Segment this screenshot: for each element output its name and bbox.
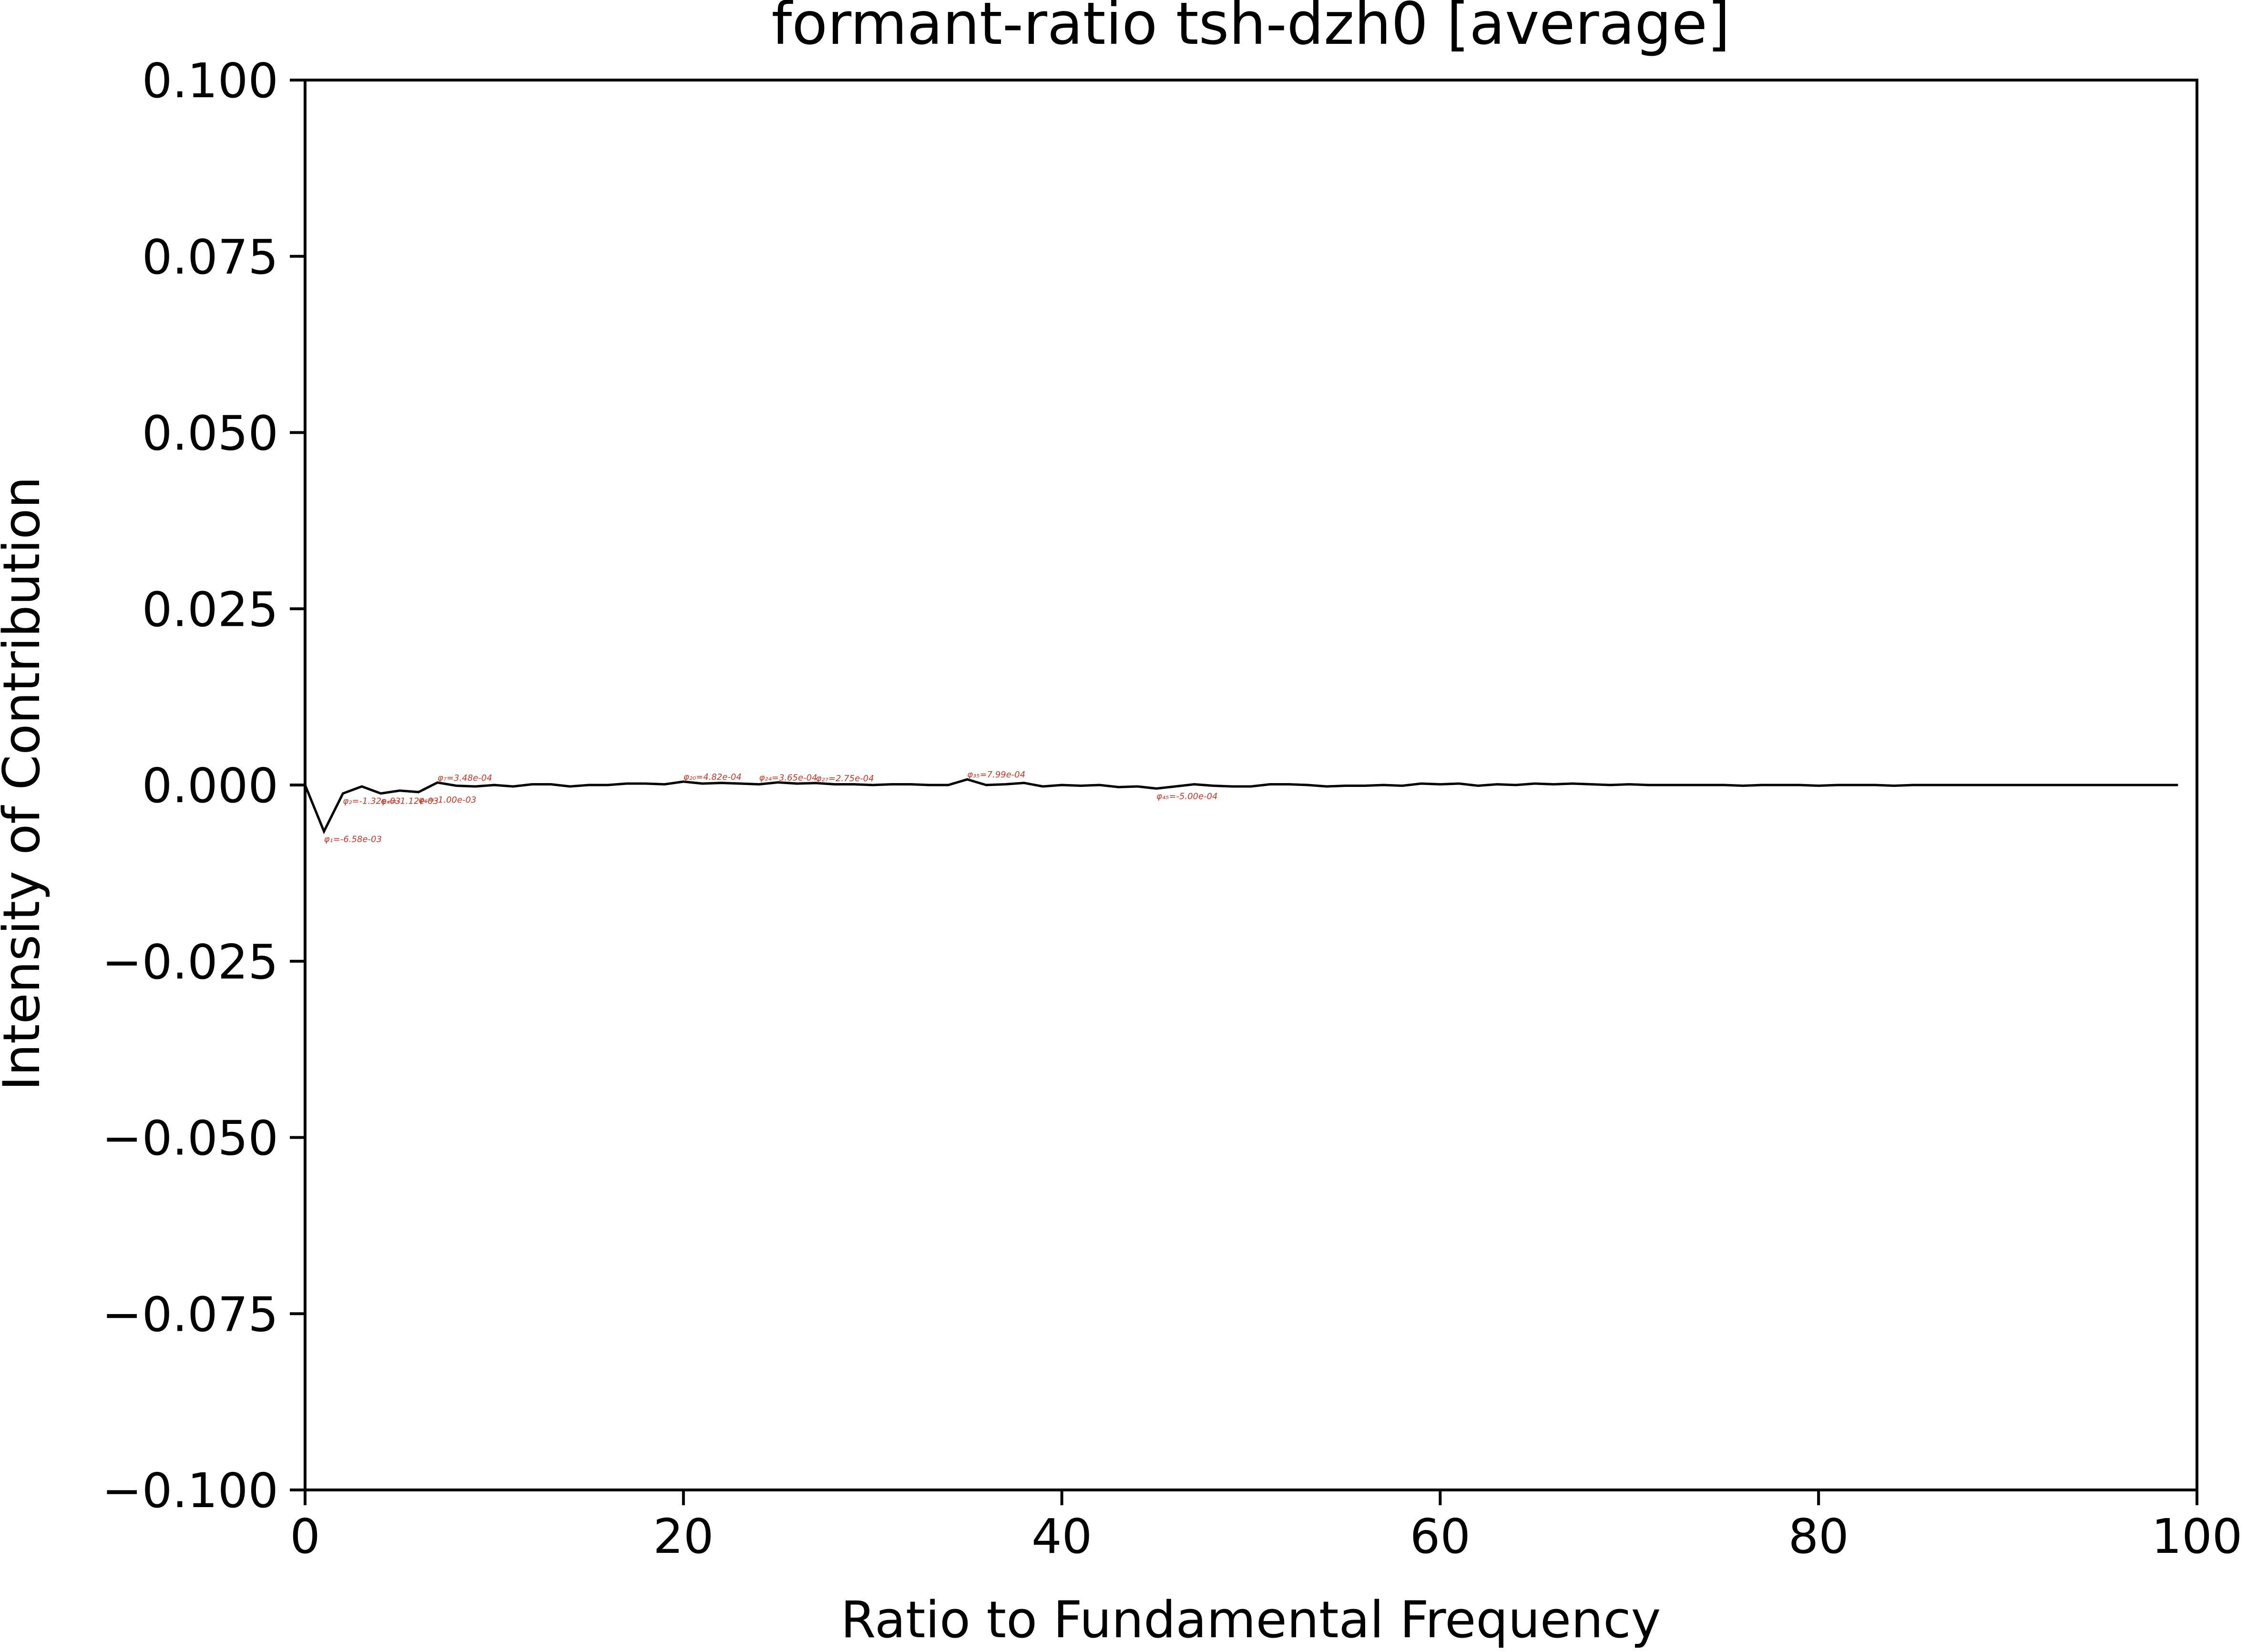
data-annotation: φ₂₀=4.82e-04 — [684, 772, 742, 782]
x-tick-label: 0 — [290, 1509, 320, 1564]
y-tick-label: 0.025 — [142, 581, 278, 637]
y-tick-label: 0.075 — [142, 229, 278, 285]
x-tick-label: 80 — [1788, 1509, 1849, 1564]
y-tick-label: −0.100 — [102, 1463, 278, 1519]
data-annotation: φ₄₅=-5.00e-04 — [1156, 791, 1217, 801]
data-annotation: φ₂₄=3.65e-04 — [759, 773, 817, 783]
data-annotation: φ₃₅=7.99e-04 — [967, 770, 1025, 780]
series-line — [304, 778, 2178, 835]
chart-title: formant-ratio tsh-dzh0 [average] — [771, 0, 1730, 58]
plot-frame — [304, 79, 2198, 1491]
y-axis-label: Intensity of Contribution — [0, 476, 51, 1091]
y-tick-label: 0.100 — [142, 53, 278, 109]
y-axis-ticks: 0.100 0.075 0.050 0.025 0.000 −0.025 −0.050 −0.… — [102, 53, 305, 1519]
y-tick-label: 0.050 — [142, 406, 278, 461]
y-tick-label: −0.075 — [102, 1286, 278, 1342]
x-axis-label: Ratio to Fundamental Frequency — [841, 1591, 1661, 1649]
annotations: φ₁=-6.58e-03 φ₂=-1.32e-03φ₄=-1.12e-03φ₆=-… — [324, 770, 1218, 844]
x-tick-label: 20 — [653, 1509, 714, 1564]
data-annotation: φ₂=-1.32e-03 — [343, 796, 400, 806]
data-annotation: φ₇=3.48e-04 — [438, 773, 492, 783]
x-tick-label: 100 — [2152, 1509, 2243, 1564]
x-tick-label: 40 — [1032, 1509, 1092, 1564]
y-tick-label: −0.050 — [102, 1111, 278, 1166]
data-annotation: φ₁=-6.58e-03 — [324, 834, 382, 844]
x-axis-ticks: 0 20 40 60 80 100 — [290, 1490, 2242, 1564]
data-annotation: φ₆=-1.00e-03 — [419, 795, 476, 805]
data-annotation: φ₂₇=2.75e-04 — [816, 774, 874, 784]
y-tick-label: −0.025 — [102, 934, 278, 990]
y-tick-label: 0.000 — [142, 758, 278, 814]
x-tick-label: 60 — [1410, 1509, 1471, 1564]
data-annotation: φ₄=-1.12e-03 — [381, 796, 439, 806]
